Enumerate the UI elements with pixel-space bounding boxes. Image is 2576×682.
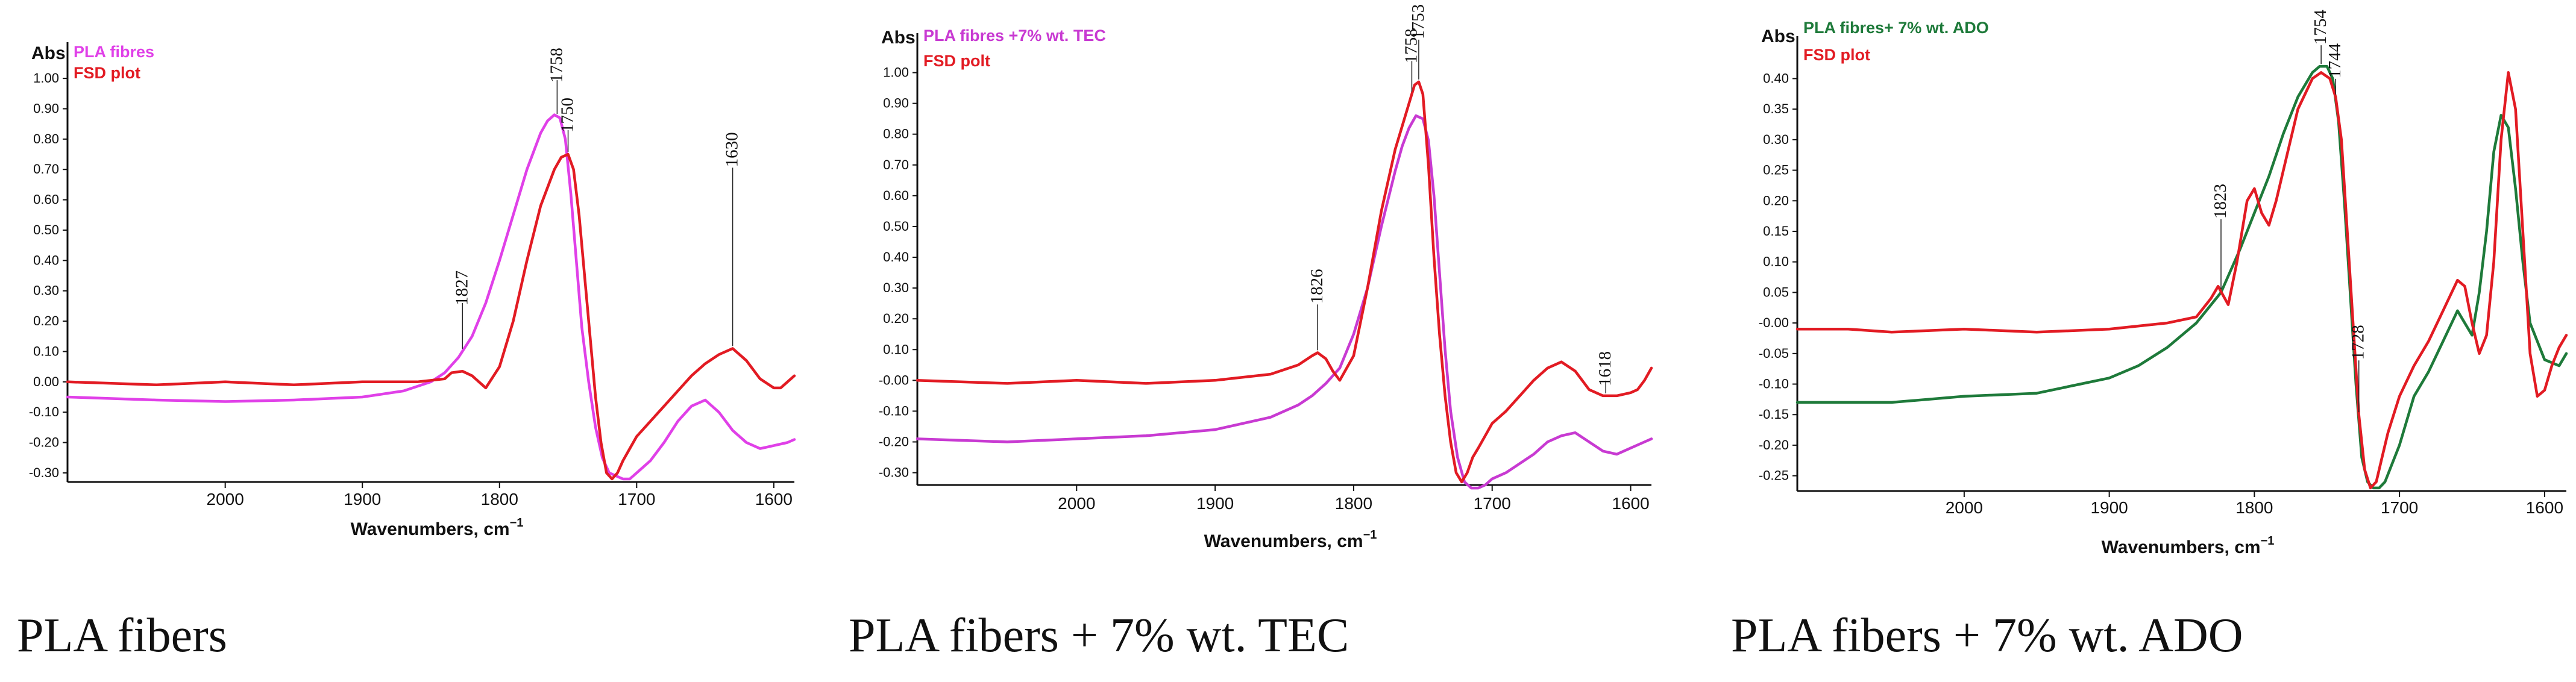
legend-fsd-polt: FSD polt [923,52,990,70]
y-tick-label: 1.00 [33,70,59,86]
annotation-label-1758: 1758 [547,48,566,83]
x-tick-label: 1700 [618,490,655,508]
x-axis-title-text: Wavenumbers, cm [1204,531,1363,551]
caption-pla-fibers-ado: PLA fibers + 7% wt. ADO [1731,609,2243,662]
y-tick-label: -0.20 [879,434,909,449]
y-tick-label: -0.05 [1759,346,1789,361]
x-tick-label: 1600 [2526,498,2563,517]
y-tick-label: 0.15 [1763,224,1789,239]
x-tick-label: 1700 [2381,498,2418,517]
annotation-label-1823: 1823 [2211,184,2230,219]
y-tick-label: 0.80 [883,127,909,142]
y-tick-label: -0.30 [879,465,909,480]
y-tick-label: 0.00 [33,374,59,389]
annotation-label-1826: 1826 [1307,269,1327,304]
y-tick-label: 0.40 [883,249,909,264]
x-tick-label: 1800 [1335,494,1372,513]
x-axis-title-exponent: −1 [2261,534,2275,548]
chart-pla-fibers-ado: 0.40 0.35 0.30 0.25 0.20 0.15 0.10 0.05 -0.00 -0.… [1759,10,2568,557]
legend-pla-fibres-7-wt-tec: PLA fibres +7% wt. TEC [923,27,1106,45]
series-line-pla-fibres-7-wt-tec [916,114,1653,490]
y-tick-label: 0.40 [1763,70,1789,86]
y-tick-label: -0.10 [879,403,909,418]
series-line-fsd-polt [916,80,1653,484]
y-axis-abs-label: Abs [31,43,66,63]
y-tick-label: 0.70 [883,157,909,172]
y-tick-label: 0.50 [883,219,909,234]
y-tick-label: -0.00 [1759,315,1789,330]
y-tick-label: 0.60 [883,188,909,203]
x-tick-label: 1900 [2090,498,2128,517]
y-tick-label: 0.40 [33,252,59,267]
annotation-label-1750: 1750 [558,98,577,133]
annotation-label-1618: 1618 [1595,351,1615,386]
annotation-label-1827: 1827 [452,271,471,305]
chart-pla-fibers: 1.00 0.90 0.80 0.70 0.60 0.50 0.40 0.30 0.20 0.10… [29,42,796,539]
x-tick-label: 1900 [1196,494,1234,513]
y-tick-label: 1.00 [883,65,909,80]
x-axis-title: Wavenumbers, cm−1 [1204,528,1377,551]
y-tick-label: -0.25 [1759,468,1789,483]
x-tick-label: 1800 [2235,498,2273,517]
x-tick-label: 1600 [755,490,793,508]
x-tick-label: 2000 [1946,498,1983,517]
y-tick-label: 0.30 [883,280,909,295]
x-axis-title: Wavenumbers, cm−1 [2102,534,2275,557]
legend-pla-fibres-7-wt-ado: PLA fibres+ 7% wt. ADO [1803,19,1989,37]
x-tick-label: 1600 [1612,494,1649,513]
y-tick-label: 0.50 [33,222,59,237]
y-tick-label: 0.10 [1763,254,1789,269]
series-line-pla-fibres [66,113,796,481]
y-tick-label: -0.20 [1759,437,1789,452]
y-tick-label: 0.30 [1763,132,1789,147]
series-line-fsd-plot [66,152,796,481]
y-tick-label: -0.30 [29,465,59,480]
x-axis-title: Wavenumbers, cm−1 [351,516,524,539]
annotation-label-1630: 1630 [723,132,742,167]
x-axis-title-exponent: −1 [1363,528,1377,542]
annotation-label-1744: 1744 [2325,43,2345,78]
legend-pla-fibres: PLA fibres [74,43,154,61]
x-tick-label: 1700 [1474,494,1511,513]
y-tick-label: 0.10 [33,343,59,358]
caption-pla-fibers-tec: PLA fibers + 7% wt. TEC [849,609,1349,662]
y-tick-label: 0.20 [883,311,909,326]
y-tick-label: 0.05 [1763,284,1789,299]
y-tick-label: 0.30 [33,283,59,298]
annotation-label-1758: 1758 [1401,28,1421,63]
x-axis-title-text: Wavenumbers, cm [351,519,510,539]
x-axis-title-exponent: −1 [510,516,524,530]
y-tick-label: -0.10 [29,404,59,419]
series-line-pla-fibres-7-wt-ado [1795,64,2568,490]
x-axis-title-text: Wavenumbers, cm [2102,537,2261,557]
chart-pla-fibers-tec: 1.00 0.90 0.80 0.70 0.60 0.50 0.40 0.30 0.20 0.10… [879,4,1653,551]
annotation-label-1754: 1754 [2311,10,2330,45]
y-tick-label: 0.20 [1763,193,1789,208]
y-tick-label: 0.90 [33,101,59,116]
y-tick-label: -0.10 [1759,377,1789,392]
y-tick-label: 0.35 [1763,101,1789,116]
x-tick-label: 2000 [207,490,244,508]
annotation-label-1753: 1753 [1409,4,1428,39]
x-tick-label: 1800 [481,490,518,508]
y-tick-label: 0.25 [1763,163,1789,178]
y-tick-label: -0.00 [879,372,909,387]
y-tick-label: 0.80 [33,131,59,146]
y-axis-abs-label: Abs [881,28,916,48]
series-line-fsd-plot [1795,71,2568,490]
y-axis-abs-label: Abs [1761,27,1795,46]
y-tick-label: 0.60 [33,192,59,207]
annotation-label-1728: 1728 [2349,325,2368,360]
x-tick-label: 2000 [1058,494,1095,513]
legend-fsd-plot: FSD plot [74,64,140,82]
y-tick-label: -0.15 [1759,407,1789,422]
caption-pla-fibers: PLA fibers [17,609,227,662]
legend-fsd-plot: FSD plot [1803,46,1870,64]
y-tick-label: 0.70 [33,161,59,177]
x-tick-label: 1900 [344,490,381,508]
y-tick-label: 0.90 [883,96,909,111]
y-tick-label: 0.20 [33,313,59,328]
y-tick-label: -0.20 [29,435,59,450]
y-tick-label: 0.10 [883,342,909,357]
